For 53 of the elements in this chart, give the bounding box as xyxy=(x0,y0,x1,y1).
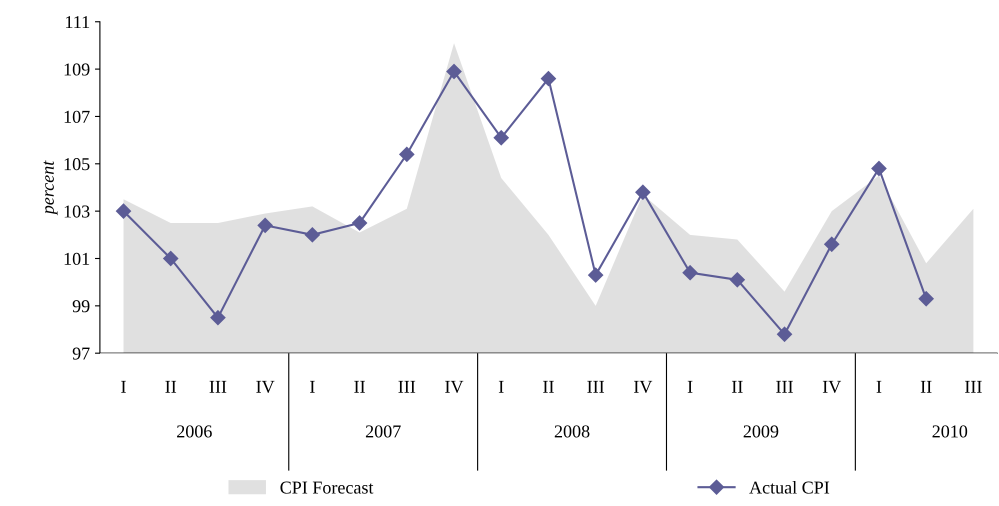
point xyxy=(258,218,273,233)
x-tick-label: I xyxy=(310,380,315,393)
point xyxy=(776,326,792,342)
point xyxy=(730,272,745,288)
x-tick-label: II xyxy=(543,380,554,393)
point xyxy=(163,250,178,266)
y-tick-label: 107 xyxy=(64,110,90,123)
point xyxy=(540,71,556,86)
x-tick-label: I xyxy=(121,380,126,393)
point xyxy=(494,130,509,146)
x-tick-label: I xyxy=(498,380,504,393)
x-tick-label: IV xyxy=(256,380,274,394)
y-tick-label: 105 xyxy=(64,158,90,170)
point xyxy=(588,267,604,283)
point xyxy=(682,265,698,280)
x-tick-label: II xyxy=(732,380,743,393)
point xyxy=(871,160,887,176)
legend-label: Actual CPI xyxy=(749,480,830,494)
point xyxy=(918,291,934,306)
point xyxy=(116,204,132,219)
point xyxy=(210,310,226,326)
x-tick-label: II xyxy=(354,380,365,393)
text: 2007 xyxy=(366,425,401,438)
y-tick-label: 111 xyxy=(66,16,90,28)
text: 2010 xyxy=(932,425,968,438)
x-tick-label: IV xyxy=(445,380,464,394)
x-tick-label: IV xyxy=(634,380,652,394)
x-tick-label: IV xyxy=(822,380,842,394)
x-tick-label: I xyxy=(876,380,882,393)
y-axis-title: percent xyxy=(44,160,58,216)
x-tick-label: II xyxy=(920,380,932,393)
text: 2006 xyxy=(177,425,212,438)
y-tick-label: 99 xyxy=(72,300,90,312)
point xyxy=(304,227,320,242)
point xyxy=(824,236,840,252)
legend-label: CPI Forecast xyxy=(280,482,374,494)
text: 2009 xyxy=(744,425,778,438)
point xyxy=(399,146,414,162)
x-tick-label: III xyxy=(210,380,226,393)
y-tick-label: 109 xyxy=(64,63,90,76)
x-tick-label: I xyxy=(688,380,692,393)
y-tick-label: 97 xyxy=(72,347,90,360)
x-tick-label: III xyxy=(398,380,416,393)
point xyxy=(635,184,650,200)
x-tick-label: III xyxy=(776,380,793,393)
x-tick-label: III xyxy=(587,380,604,393)
point xyxy=(352,215,368,231)
text: 2008 xyxy=(554,425,590,438)
y-tick-label: 103 xyxy=(64,205,90,218)
x-tick-label: II xyxy=(165,380,176,393)
x-tick-label: III xyxy=(965,380,982,393)
point xyxy=(446,64,462,80)
y-tick-label: 101 xyxy=(64,252,90,265)
